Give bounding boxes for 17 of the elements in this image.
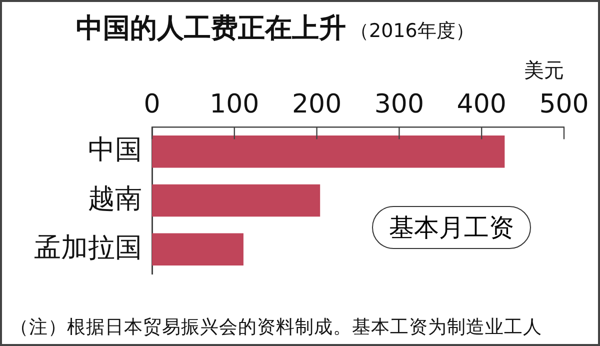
x-tick-label: 100 <box>210 89 260 120</box>
x-tick-label: 200 <box>292 89 342 120</box>
chart-title: 中国的人工费正在上升 <box>76 13 346 44</box>
annotation: 基本月工资 <box>372 206 531 249</box>
bar <box>152 184 320 217</box>
bar <box>152 136 505 168</box>
chart-subtitle: （2016年度） <box>350 20 474 42</box>
x-tick-label: 500 <box>539 89 589 120</box>
x-tick-label: 0 <box>144 89 160 120</box>
y-tick-label: 中国 <box>88 134 142 166</box>
text: （注）根据日本贸易振兴会的资料制成。基本工资为制造业工人 <box>10 316 542 339</box>
x-tick-label: 400 <box>456 89 506 120</box>
y-tick-label: 越南 <box>88 184 142 215</box>
x-tick-label: 300 <box>374 89 424 120</box>
bar <box>152 233 244 266</box>
y-tick-label: 孟加拉国 <box>34 232 142 264</box>
x-axis-title: 美元 <box>524 58 564 82</box>
